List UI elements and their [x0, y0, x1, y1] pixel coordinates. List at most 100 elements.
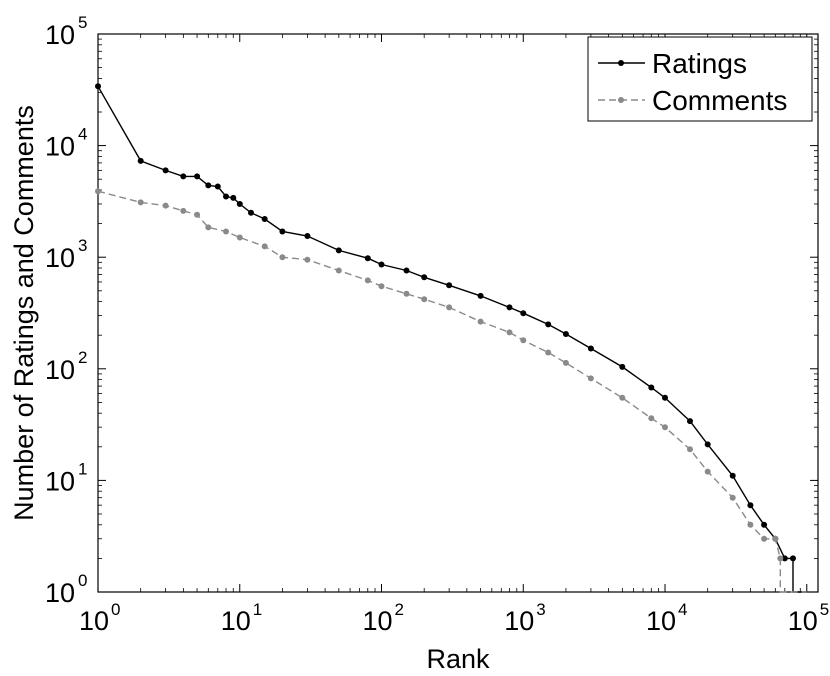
y-tick-exponent: 3: [78, 236, 87, 255]
point-ratings: [587, 345, 594, 352]
x-axis-title: Rank: [426, 644, 490, 674]
point-ratings: [205, 182, 212, 189]
point-ratings: [162, 167, 169, 174]
point-ratings: [335, 247, 342, 254]
legend-marker-ratings: [618, 60, 624, 66]
x-tick-label: 10: [504, 606, 534, 636]
point-ratings: [304, 233, 311, 239]
point-ratings: [704, 441, 711, 448]
point-comments: [729, 494, 736, 501]
y-tick-exponent: 2: [78, 348, 87, 367]
point-ratings: [687, 418, 693, 425]
point-comments: [506, 329, 513, 336]
point-comments: [335, 267, 342, 274]
point-ratings: [446, 282, 453, 289]
point-ratings: [520, 310, 527, 317]
legend: Ratings Comments: [587, 36, 813, 122]
point-ratings: [790, 555, 796, 562]
series-line-comments: [97, 190, 807, 593]
point-comments: [477, 318, 484, 325]
point-ratings: [477, 292, 484, 299]
point-ratings: [506, 304, 513, 311]
point-comments: [223, 228, 229, 235]
point-comments: [137, 199, 144, 206]
x-tick-label: 10: [362, 606, 392, 636]
point-comments: [545, 349, 552, 356]
point-ratings: [137, 157, 144, 164]
y-tick-exponent: 1: [78, 459, 87, 478]
point-comments: [446, 304, 453, 311]
point-comments: [687, 446, 693, 453]
point-comments: [562, 359, 569, 366]
point-comments: [520, 337, 527, 344]
point-ratings: [421, 274, 428, 281]
x-tick-label: 10: [79, 606, 109, 636]
point-ratings: [364, 255, 371, 262]
point-ratings: [761, 521, 768, 528]
y-tick-label: 10: [45, 466, 75, 496]
point-ratings: [562, 331, 569, 337]
x-tick-exponent: 2: [395, 600, 404, 619]
point-ratings: [261, 216, 268, 222]
point-comments: [236, 234, 243, 241]
y-tick-exponent: 4: [78, 125, 87, 144]
point-ratings: [648, 384, 655, 391]
legend-label-ratings: Ratings: [652, 48, 747, 79]
point-comments: [378, 283, 385, 290]
point-ratings: [236, 201, 243, 207]
x-tick-exponent: 0: [111, 600, 120, 619]
point-ratings: [378, 261, 385, 268]
point-comments: [194, 211, 201, 218]
point-ratings: [95, 83, 101, 90]
point-comments: [180, 207, 187, 214]
x-tick-label: 10: [788, 606, 818, 636]
point-comments: [95, 188, 101, 195]
x-tick-exponent: 3: [536, 600, 545, 619]
y-tick-exponent: 0: [78, 571, 87, 590]
series-layer: [95, 83, 807, 593]
point-ratings: [279, 228, 286, 235]
point-ratings: [781, 555, 788, 562]
legend-marker-comments: [618, 97, 624, 103]
point-comments: [205, 224, 212, 231]
point-comments: [587, 375, 594, 382]
legend-label-comments: Comments: [652, 85, 787, 116]
point-ratings: [729, 472, 736, 479]
point-ratings: [662, 394, 668, 401]
point-comments: [777, 555, 784, 562]
point-ratings: [248, 209, 254, 216]
point-ratings: [230, 194, 237, 201]
x-tick-exponent: 5: [820, 600, 829, 619]
y-tick-exponent: 5: [78, 13, 87, 32]
point-ratings: [180, 173, 187, 180]
x-tick-label: 10: [646, 606, 676, 636]
point-comments: [304, 256, 311, 263]
point-ratings: [747, 502, 754, 509]
y-tick-label: 10: [45, 20, 75, 50]
point-ratings: [403, 267, 410, 274]
point-ratings: [194, 173, 201, 180]
plot-frame: [97, 33, 819, 593]
point-ratings: [545, 321, 552, 328]
x-tick-exponent: 1: [253, 600, 262, 619]
point-comments: [364, 277, 371, 284]
y-tick-label: 10: [45, 243, 75, 273]
point-comments: [279, 254, 286, 261]
x-tick-exponent: 4: [678, 600, 687, 619]
point-comments: [662, 424, 668, 431]
point-ratings: [223, 193, 229, 200]
point-ratings: [214, 183, 221, 190]
point-comments: [403, 290, 410, 297]
point-comments: [704, 468, 711, 475]
point-comments: [261, 243, 268, 250]
y-axis-title: Number of Ratings and Comments: [9, 105, 39, 521]
point-comments: [648, 415, 655, 422]
point-comments: [772, 535, 779, 542]
point-comments: [747, 521, 754, 528]
x-tick-label: 10: [221, 606, 251, 636]
series-line-ratings: [97, 85, 807, 593]
point-ratings: [619, 363, 626, 370]
point-comments: [619, 394, 626, 401]
